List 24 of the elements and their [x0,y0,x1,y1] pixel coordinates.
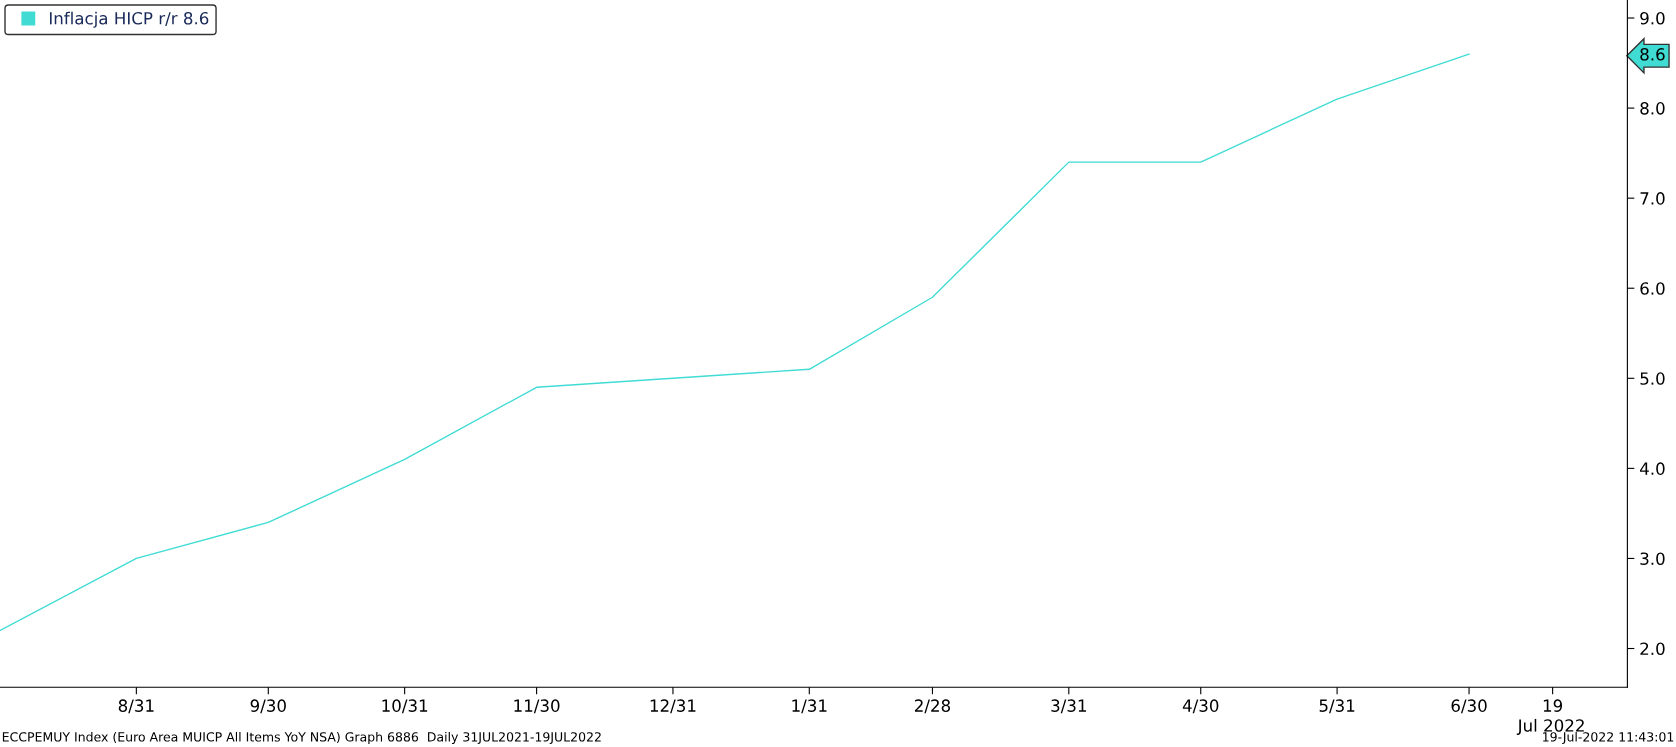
y-tick-label: 6.0 [1640,282,1665,295]
line-series [0,53,1470,632]
x-tick-label: 9/30 [250,699,286,714]
y-tick-label: 2.0 [1640,642,1665,656]
text: ECCPEMUY Index (Euro Area MUICP All Items YoY NSA) Graph 6886 Daily 31JUL2021-19JUL2022 [2,731,601,745]
y-tick-label: 7.0 [1640,192,1665,205]
x-tick-label: 8/31 [118,699,154,714]
x-tick-label: 5/31 [1319,699,1355,714]
y-tick-label: 4.0 [1640,462,1665,475]
y-tick-label: 8.6 [1640,48,1665,61]
x-tick-label: 3/31 [1051,699,1086,714]
y-tick-label: 8.0 [1640,102,1665,115]
x-tick-label: 4/30 [1182,699,1219,714]
legend-label: Inflacja HICP r/r 8.6 [49,11,209,28]
x-tick-label: 11/30 [514,699,560,714]
y-tick-label: 9.0 [1640,11,1665,25]
x-tick-label: 1/31 [792,699,827,714]
y-tick-label: 3.0 [1640,552,1665,566]
x-tick-label: 19 [1543,699,1563,712]
x-tick-label: 10/31 [382,699,428,714]
x-tick-label: 6/30 [1451,699,1487,714]
x-tick-label: 12/31 [650,699,696,714]
x-tick-label: 2/28 [914,699,951,714]
y-tick-label: 5.0 [1640,372,1665,385]
